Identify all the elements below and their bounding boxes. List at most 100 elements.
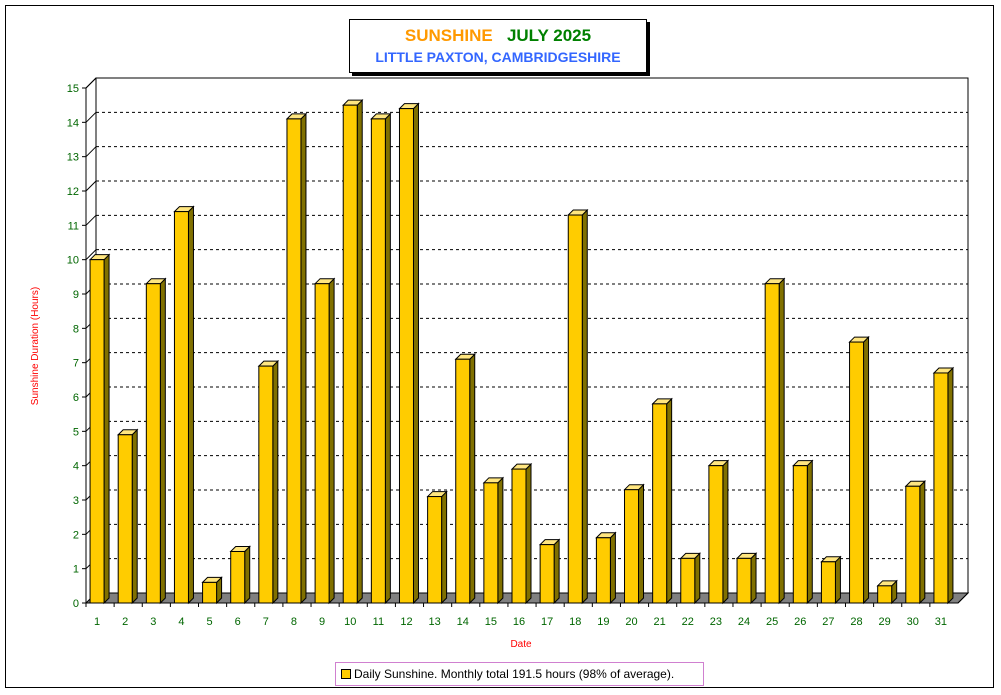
bar-side	[103, 253, 110, 605]
bar-side	[497, 476, 504, 605]
bar-front	[89, 259, 105, 604]
bar-front	[314, 283, 330, 604]
x-axis-label: Date	[510, 639, 532, 650]
wall-gridline	[85, 180, 97, 192]
x-tick-label: 25	[766, 616, 778, 628]
bar-side	[328, 277, 335, 605]
bar-side	[778, 277, 785, 605]
x-tick-label: 30	[907, 616, 919, 628]
x-tick-label: 28	[850, 616, 862, 628]
bar-17	[538, 538, 561, 605]
chart-title-box: SUNSHINE JULY 2025 LITTLE PAXTON, CAMBRI…	[349, 19, 647, 73]
bar-front	[736, 557, 752, 604]
bar-side	[947, 366, 954, 605]
bar-8	[285, 112, 308, 605]
y-tick-label: 11	[68, 220, 79, 232]
bar-front	[427, 496, 443, 604]
bar-front	[933, 372, 949, 604]
bars-layer	[88, 98, 955, 605]
bar-front	[370, 118, 386, 604]
bar-10	[342, 98, 364, 605]
x-tick-label: 3	[150, 616, 156, 628]
x-tick-label: 1	[94, 616, 100, 628]
bar-front	[595, 537, 611, 604]
x-tick-label: 31	[935, 616, 947, 628]
x-tick-label: 29	[879, 616, 891, 628]
bar-front	[708, 465, 724, 604]
bar-side	[412, 102, 419, 605]
bar-front	[230, 551, 246, 604]
chart-title: SUNSHINE	[404, 26, 493, 45]
x-tick-labels: 1 2 3 4 5 6 7 8 9 10 11 12 13 14 15 16 17 18 19 20 21 22 23 24 2…	[85, 602, 958, 628]
bar-side	[919, 480, 926, 605]
wall-gridline	[85, 77, 97, 89]
y-tick-label: 12	[67, 186, 79, 198]
chart-title-period: JULY 2025	[506, 26, 592, 45]
x-tick-label: 27	[822, 616, 834, 628]
bar-front	[202, 581, 218, 604]
legend-swatch	[341, 669, 351, 679]
bar-29	[876, 579, 898, 605]
bar-side	[469, 353, 476, 605]
bar-side	[581, 208, 588, 605]
bar-15	[482, 476, 505, 605]
bar-front	[173, 211, 189, 604]
bar-27	[820, 555, 842, 605]
y-tick-label: 6	[73, 392, 79, 404]
bar-side	[553, 538, 560, 605]
x-tick-label: 23	[710, 616, 722, 628]
bar-front	[286, 118, 302, 604]
x-tick-label: 8	[291, 616, 297, 628]
x-tick-label: 21	[654, 616, 666, 628]
bar-front	[145, 283, 161, 604]
bar-20	[623, 483, 645, 605]
bar-front	[511, 468, 527, 604]
y-tick-label: 8	[73, 323, 79, 335]
bar-3	[145, 277, 167, 605]
x-tick-label: 10	[344, 616, 356, 628]
bar-front	[258, 365, 274, 604]
bar-16	[510, 462, 533, 605]
x-tick-label: 14	[457, 616, 469, 628]
bar-7	[257, 359, 280, 605]
x-tick-label: 4	[178, 616, 184, 628]
title-line: SUNSHINE JULY 2025	[350, 25, 646, 47]
bar-22	[679, 552, 701, 605]
wall-gridline	[85, 146, 97, 158]
x-tick-label: 9	[319, 616, 325, 628]
y-tick-label: 5	[73, 426, 79, 438]
x-tick-label: 26	[794, 616, 806, 628]
grid-layer	[85, 77, 969, 603]
bar-side	[356, 98, 363, 605]
y-tick-label: 15	[67, 83, 79, 95]
bar-front	[849, 341, 865, 604]
bar-18	[567, 208, 589, 605]
bar-front	[342, 104, 358, 604]
bar-front	[792, 465, 808, 604]
x-tick-label: 13	[428, 616, 440, 628]
bar-side	[384, 112, 391, 605]
x-tick-label: 11	[373, 616, 384, 628]
bar-1	[88, 253, 111, 605]
y-tick-label: 9	[73, 289, 79, 301]
bar-front	[764, 283, 780, 604]
bar-side	[441, 490, 448, 605]
legend-label: Daily Sunshine. Monthly total 191.5 hour…	[354, 667, 675, 681]
x-tick-label: 6	[235, 616, 241, 628]
bar-4	[173, 205, 195, 605]
bar-front	[905, 485, 921, 604]
bar-side	[750, 552, 757, 605]
back-wall	[95, 77, 969, 594]
bar-side	[525, 462, 532, 605]
y-tick-label: 0	[73, 598, 79, 610]
bar-front	[455, 358, 471, 604]
bar-13	[426, 490, 448, 605]
chart-frame	[5, 5, 994, 688]
bar-11	[370, 112, 392, 605]
bar-front	[117, 434, 133, 604]
bar-14	[454, 353, 476, 605]
bar-side	[638, 483, 645, 605]
bar-21	[651, 397, 673, 605]
